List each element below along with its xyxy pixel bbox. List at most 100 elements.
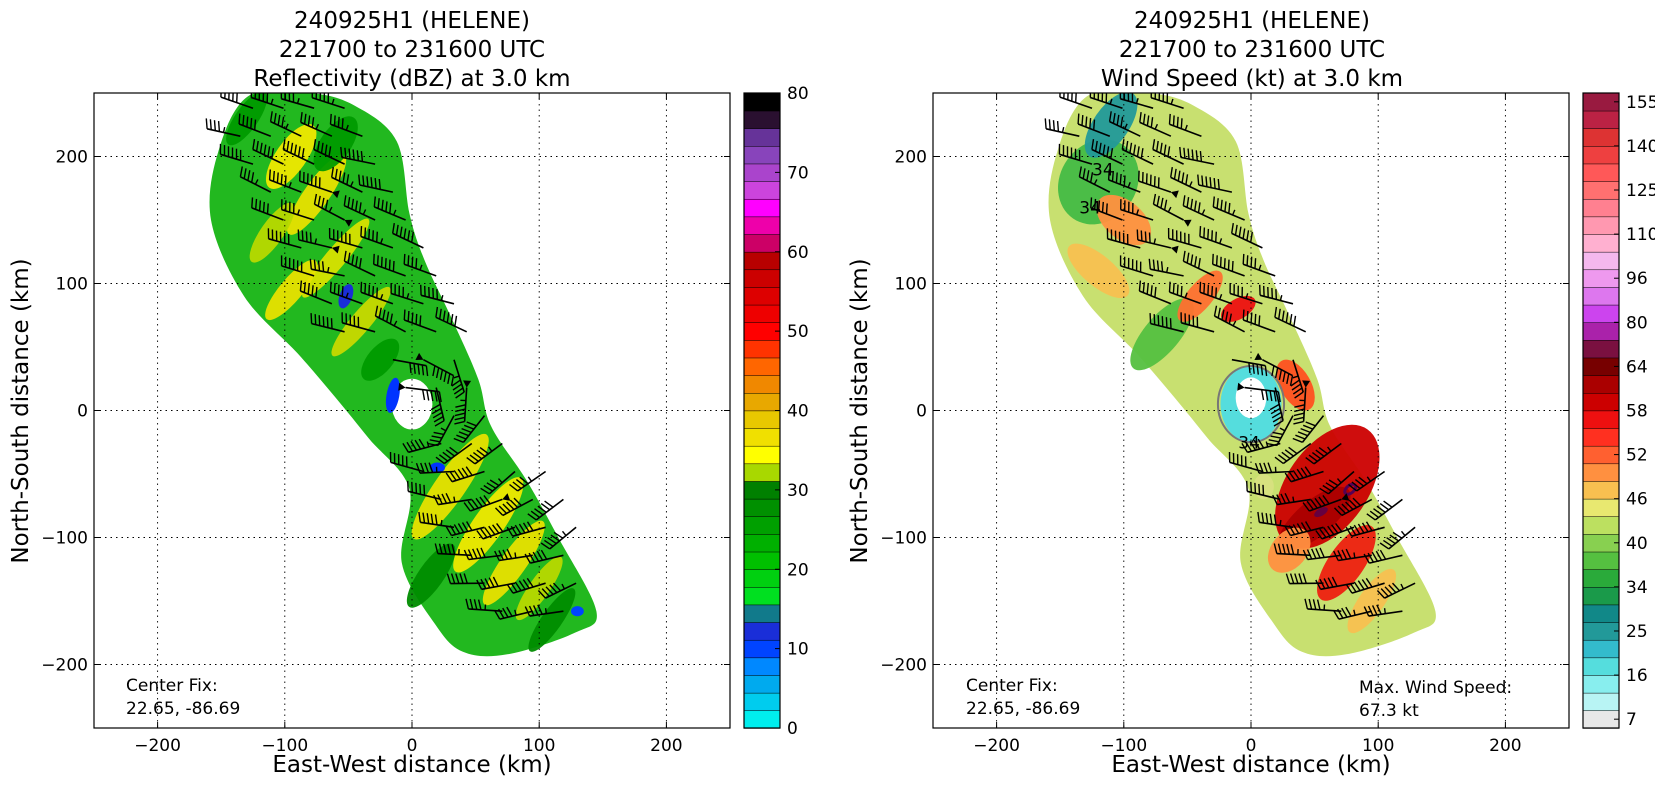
wind-speed-panel: 240925H1 (HELENE) 221700 to 231600 UTC W… [847,8,1655,778]
colorbar-segment [744,322,780,340]
colorbar-segment [1583,234,1619,252]
y-tick-label: 200 [56,148,88,168]
chart-title-line-3: Wind Speed (kt) at 3.0 km [1101,66,1403,92]
colorbar-segment [1583,411,1619,429]
colorbar-segment [1583,552,1619,570]
reflectivity-panel: 240925H1 (HELENE) 221700 to 231600 UTC R… [8,8,809,778]
colorbar-segment [744,605,780,623]
contour-label: 34 [1092,161,1114,181]
colorbar-tick-label: 50 [787,322,809,342]
colorbar-segment [1583,481,1619,499]
colorbar-tick-label: 16 [1626,666,1648,686]
colorbar-tick-label: 34 [1626,578,1648,598]
colorbar-segment [744,375,780,393]
colorbar-segment [744,657,780,675]
x-tick-label: 200 [650,736,682,756]
chart-title-line-2: 221700 to 231600 UTC [1119,37,1385,63]
colorbar-segment [1583,622,1619,640]
colorbar-tick-label: 96 [1626,269,1648,289]
colorbar-segment [744,269,780,287]
colorbar-segment [744,146,780,164]
colorbar-tick-label: 70 [787,163,809,183]
chart-title-line-1: 240925H1 (HELENE) [1134,8,1370,34]
chart-title-line-3: Reflectivity (dBZ) at 3.0 km [253,66,570,92]
colorbar-segment [1583,322,1619,340]
colorbar-segment [744,199,780,217]
colorbar-segment [744,499,780,517]
colorbar-tick-label: 140 [1626,137,1655,157]
colorbar-segment [1583,657,1619,675]
colorbar-segment [744,164,780,182]
x-axis-label: East-West distance (km) [272,752,551,778]
colorbar-segment [744,234,780,252]
colorbar-tick-label: 125 [1626,181,1655,201]
colorbar-segment [1583,710,1619,728]
colorbar-segment [1583,675,1619,693]
colorbar-segment [1583,463,1619,481]
center-fix-label: Center Fix: [126,676,218,696]
colorbar-segment [1583,605,1619,623]
low-reflectivity-patch [571,606,584,616]
colorbar-segment [1583,305,1619,323]
colorbar-segment [1583,93,1619,111]
y-axis-label: North-South distance (km) [847,258,873,563]
y-tick-label: 200 [895,148,927,168]
y-tick-label: 0 [77,402,88,422]
colorbar-segment [744,340,780,358]
colorbar-tick-label: 20 [787,560,809,580]
contour-label: 34 [1079,199,1101,219]
colorbar-segment [1583,358,1619,376]
y-axis-label: North-South distance (km) [8,258,34,563]
colorbar-segment [744,446,780,464]
colorbar-segment [1583,428,1619,446]
colorbar-segment [1583,111,1619,129]
x-axis-label: East-West distance (km) [1111,752,1390,778]
center-fix-value: 22.65, -86.69 [966,699,1080,719]
y-tick-label: −100 [880,529,927,549]
colorbar-segment [744,481,780,499]
colorbar-segment [744,111,780,129]
colorbar-segment [744,693,780,711]
colorbar-segment [1583,587,1619,605]
colorbar-segment [1583,693,1619,711]
x-tick-label: −200 [973,736,1020,756]
chart-title-line-2: 221700 to 231600 UTC [279,37,545,63]
colorbar-tick-label: 40 [787,402,809,422]
colorbar-segment [744,93,780,111]
max-wind-value: 67.3 kt [1359,701,1419,721]
colorbar-segment [1583,534,1619,552]
colorbar-tick-label: 58 [1626,402,1648,422]
y-tick-label: 100 [895,275,927,295]
colorbar-segment [744,128,780,146]
colorbar-segment [1583,640,1619,658]
colorbar-segment [1583,199,1619,217]
colorbar-segment [744,252,780,270]
colorbar-segment [1583,146,1619,164]
colorbar-tick-label: 80 [787,84,809,104]
max-wind-label: Max. Wind Speed: [1359,678,1512,698]
colorbar-segment [744,534,780,552]
colorbar-segment [1583,252,1619,270]
colorbar-segment [744,552,780,570]
colorbar-segment [1583,287,1619,305]
colorbar-tick-label: 46 [1626,490,1648,510]
y-tick-label: −200 [41,656,88,676]
colorbar-segment [1583,269,1619,287]
y-tick-label: −100 [41,529,88,549]
colorbar-segment [1583,375,1619,393]
colorbar-tick-label: 0 [787,719,798,739]
colorbar-segment [744,675,780,693]
colorbar-segment [744,640,780,658]
colorbar-segment [744,305,780,323]
x-tick-label: 200 [1489,736,1521,756]
colorbar-tick-label: 155 [1626,93,1655,113]
colorbar-segment [1583,569,1619,587]
colorbar-segment [744,587,780,605]
center-fix-label: Center Fix: [966,676,1058,696]
colorbar-segment [744,411,780,429]
colorbar-segment [1583,181,1619,199]
